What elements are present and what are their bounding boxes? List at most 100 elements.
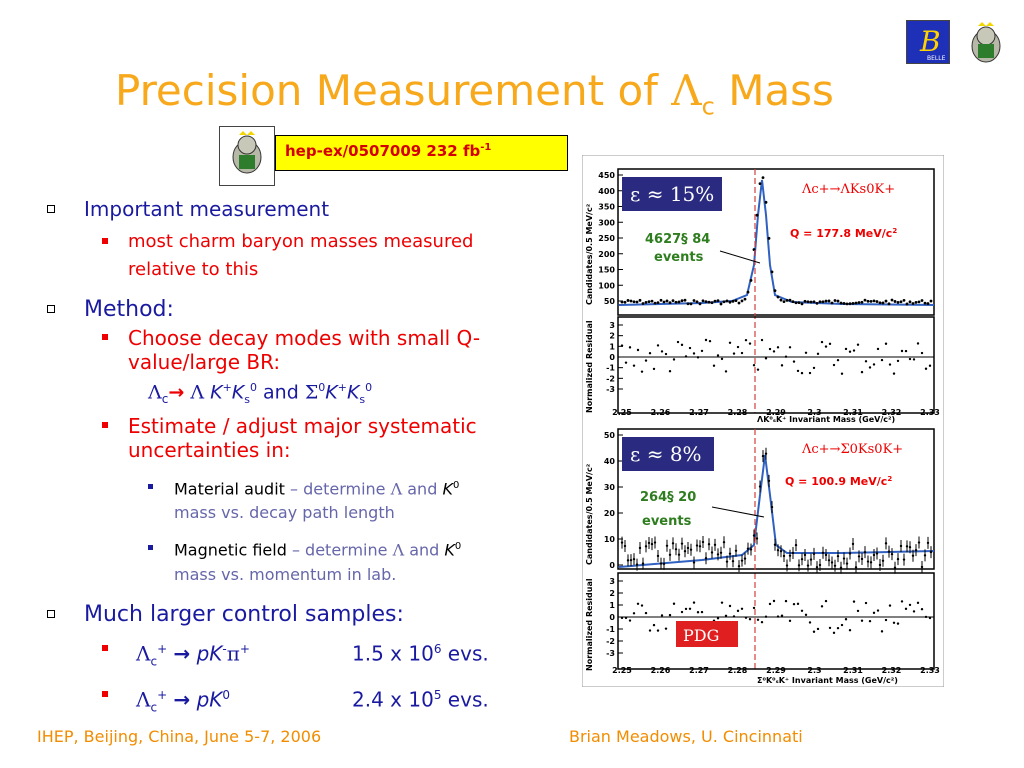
data-point (788, 298, 792, 302)
residual-point (824, 345, 828, 348)
y-tick-label: -1 (606, 625, 615, 634)
data-point (686, 546, 690, 550)
residual-point (680, 343, 684, 347)
data-point (887, 302, 891, 306)
bullet-important-sub: most charm baryon masses measured relati… (44, 228, 498, 284)
residual-point (848, 350, 852, 353)
residual-point (660, 614, 664, 617)
data-point (836, 299, 840, 303)
x-tick-label: 2.26 (651, 666, 671, 675)
residual-point (732, 352, 736, 355)
residual-point (928, 616, 932, 620)
data-point (767, 236, 771, 240)
residual-point (892, 621, 896, 625)
bottom-x-ticks: 2.25 2.26 2.27 2.28 2.29 2.3 2.31 2.32 2.33 (612, 666, 940, 675)
data-point (629, 558, 633, 562)
residual-point (776, 615, 780, 618)
residual-point (872, 611, 876, 615)
reference-banner (275, 135, 568, 171)
data-point (866, 299, 870, 303)
data-point (887, 550, 891, 553)
pdg-label: PDG (683, 626, 719, 645)
residual-point (876, 609, 880, 612)
residual-point (644, 611, 648, 615)
top-eff-label: ε ≈ 15% (630, 182, 714, 206)
residual-point (916, 601, 920, 605)
data-point (884, 299, 888, 303)
residual-point (684, 607, 688, 611)
svg-text:BELLE: BELLE (927, 55, 946, 62)
residual-point (676, 340, 680, 344)
data-point (704, 557, 708, 560)
residual-point (752, 606, 756, 610)
data-point (659, 562, 663, 565)
y-tick-label: 450 (598, 171, 615, 180)
data-point (908, 300, 912, 304)
x-tick-label: 2.25 (612, 408, 632, 417)
residual-point (864, 360, 868, 363)
residual-point (828, 626, 832, 630)
residual-point (696, 356, 700, 359)
top-eff-box (622, 177, 722, 211)
residual-point (800, 609, 804, 612)
data-point (737, 301, 741, 305)
y-tick-label: 0 (609, 561, 615, 570)
data-point (890, 298, 894, 302)
residual-point (868, 619, 872, 623)
data-point (767, 479, 771, 483)
data-point (680, 299, 684, 303)
data-point (896, 300, 900, 304)
x-tick-label: 2.27 (689, 666, 709, 675)
residual-point (732, 615, 736, 618)
y-tick-label: 150 (598, 266, 615, 275)
data-point (689, 548, 693, 551)
data-point (734, 549, 738, 552)
x-tick-label: 2.29 (766, 666, 786, 675)
data-point (749, 548, 753, 551)
data-point (914, 548, 918, 552)
data-point (692, 299, 696, 302)
residual-point (688, 607, 692, 610)
data-point (662, 562, 666, 566)
data-point (797, 564, 801, 567)
residual-point (672, 602, 676, 605)
x-tick-label: 2.25 (612, 666, 632, 675)
data-point (845, 302, 849, 306)
residual-point (648, 629, 652, 632)
y-tick-label: -2 (606, 374, 615, 383)
y-tick-label: 3 (609, 577, 615, 586)
data-point (626, 559, 630, 562)
data-point (905, 545, 909, 548)
data-point (650, 542, 654, 546)
residual-point (768, 347, 772, 351)
data-point (878, 301, 882, 305)
residual-point (832, 631, 836, 635)
data-point (647, 541, 651, 545)
bullet-list: Important measurement most charm baryon … (44, 196, 544, 722)
y-tick-label: 50 (604, 431, 616, 440)
residual-point (756, 368, 760, 371)
data-point (635, 300, 639, 304)
residual-point (912, 358, 916, 361)
y-tick-label: 0 (609, 613, 615, 622)
residual-point (716, 354, 720, 357)
residual-point (692, 601, 696, 604)
data-point (659, 298, 663, 302)
data-point (869, 561, 873, 564)
residual-point (880, 630, 884, 633)
x-tick-label: 2.33 (920, 666, 940, 675)
data-point (854, 566, 858, 569)
residual-point (772, 350, 776, 353)
residual-point (892, 372, 896, 375)
bottom-residual-points (620, 599, 932, 635)
residual-point (868, 366, 872, 369)
bullet-material-audit: Material audit – determine Λ and K0 mass… (44, 474, 544, 525)
residual-point (668, 613, 672, 617)
residual-point (816, 352, 820, 356)
residual-point (620, 344, 624, 347)
babar-elephant-logo (958, 18, 1014, 78)
data-point (869, 300, 873, 303)
top-events: 4627§ 84 (645, 232, 710, 247)
residual-point (764, 615, 768, 618)
